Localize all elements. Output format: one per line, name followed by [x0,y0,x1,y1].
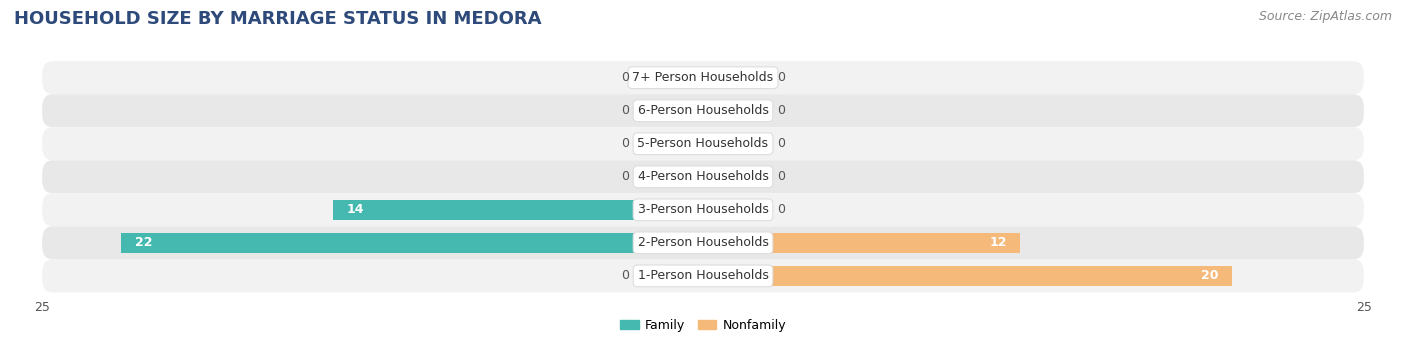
Bar [703,233,1021,253]
Text: 0: 0 [778,170,785,183]
FancyBboxPatch shape [42,193,1364,226]
Bar [121,233,703,253]
Text: 0: 0 [778,137,785,150]
Bar [703,101,769,121]
Bar [703,134,769,154]
FancyBboxPatch shape [42,94,1364,127]
FancyBboxPatch shape [42,61,1364,94]
Bar [637,101,703,121]
FancyBboxPatch shape [42,259,1364,292]
Text: 5-Person Households: 5-Person Households [637,137,769,150]
Text: 6-Person Households: 6-Person Households [637,104,769,117]
Text: 22: 22 [135,236,152,249]
Text: 0: 0 [621,269,628,283]
Text: 0: 0 [621,137,628,150]
Bar [703,167,769,187]
Bar [637,266,703,286]
Text: 2-Person Households: 2-Person Households [637,236,769,249]
Text: 7+ Person Households: 7+ Person Households [633,71,773,84]
Text: 3-Person Households: 3-Person Households [637,203,769,216]
FancyBboxPatch shape [42,127,1364,160]
FancyBboxPatch shape [42,160,1364,193]
Text: 12: 12 [990,236,1007,249]
Text: 4-Person Households: 4-Person Households [637,170,769,183]
Text: 0: 0 [621,71,628,84]
Bar [637,134,703,154]
Bar [333,200,703,220]
Bar [703,67,769,88]
Text: 14: 14 [346,203,364,216]
FancyBboxPatch shape [42,226,1364,259]
Text: 0: 0 [778,203,785,216]
Text: 0: 0 [621,170,628,183]
Bar [703,266,1232,286]
Bar [703,200,769,220]
Text: 20: 20 [1201,269,1219,283]
Legend: Family, Nonfamily: Family, Nonfamily [614,314,792,337]
Text: 0: 0 [621,104,628,117]
Text: 0: 0 [778,71,785,84]
Text: Source: ZipAtlas.com: Source: ZipAtlas.com [1258,10,1392,23]
Text: 0: 0 [778,104,785,117]
Bar [637,67,703,88]
Bar [637,167,703,187]
Text: 1-Person Households: 1-Person Households [637,269,769,283]
Text: HOUSEHOLD SIZE BY MARRIAGE STATUS IN MEDORA: HOUSEHOLD SIZE BY MARRIAGE STATUS IN MED… [14,10,541,28]
